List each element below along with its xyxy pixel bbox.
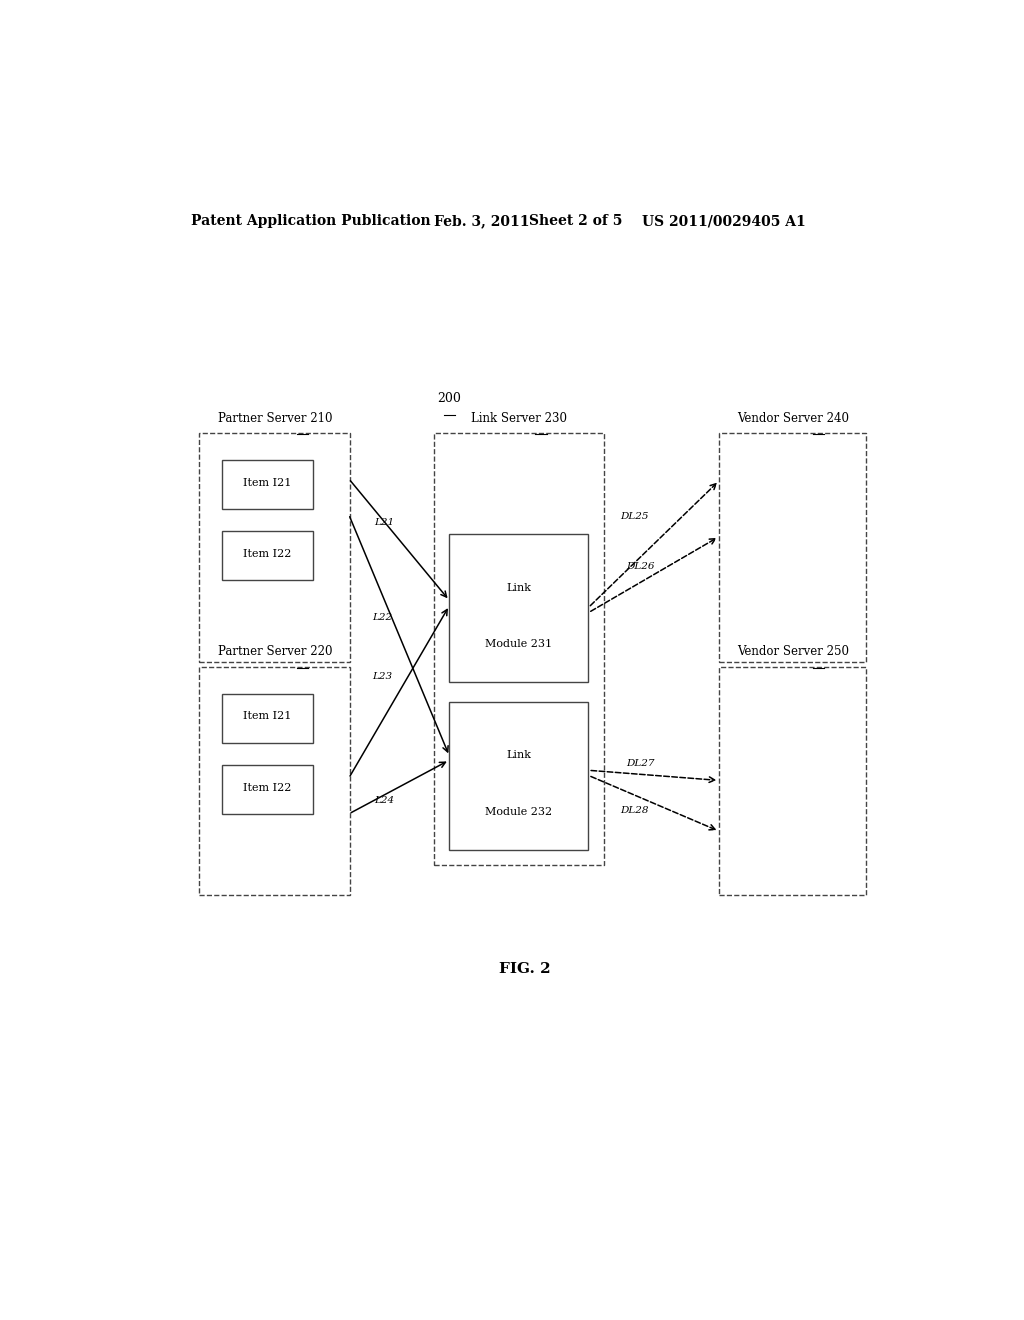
Bar bbox=[200, 667, 350, 895]
Text: Vendor Server 240: Vendor Server 240 bbox=[736, 412, 849, 425]
Text: Patent Application Publication: Patent Application Publication bbox=[191, 214, 431, 228]
Text: Link: Link bbox=[506, 582, 531, 593]
Text: Item I21: Item I21 bbox=[243, 478, 292, 487]
Bar bbox=[221, 766, 313, 814]
Text: DL28: DL28 bbox=[620, 807, 648, 816]
Bar bbox=[221, 461, 313, 510]
Text: L24: L24 bbox=[374, 796, 394, 805]
Text: DL27: DL27 bbox=[627, 759, 655, 768]
Text: Item I22: Item I22 bbox=[243, 549, 292, 558]
Text: L23: L23 bbox=[373, 672, 392, 681]
Bar bbox=[450, 535, 588, 682]
Bar bbox=[221, 532, 313, 581]
Text: Sheet 2 of 5: Sheet 2 of 5 bbox=[528, 214, 623, 228]
Text: Feb. 3, 2011: Feb. 3, 2011 bbox=[433, 214, 529, 228]
Text: Link: Link bbox=[506, 750, 531, 760]
Bar bbox=[450, 702, 588, 850]
Text: US 2011/0029405 A1: US 2011/0029405 A1 bbox=[642, 214, 806, 228]
Bar bbox=[719, 433, 866, 661]
Text: Partner Server 220: Partner Server 220 bbox=[217, 645, 332, 659]
Bar bbox=[719, 667, 866, 895]
Text: L22: L22 bbox=[373, 614, 392, 622]
Text: DL26: DL26 bbox=[627, 562, 655, 572]
Text: 200: 200 bbox=[437, 392, 462, 405]
Text: DL25: DL25 bbox=[620, 512, 648, 520]
Text: Vendor Server 250: Vendor Server 250 bbox=[736, 645, 849, 659]
Text: Module 231: Module 231 bbox=[485, 639, 552, 649]
Bar bbox=[200, 433, 350, 661]
Text: FIG. 2: FIG. 2 bbox=[499, 961, 551, 975]
Text: Item I22: Item I22 bbox=[243, 783, 292, 792]
Text: Partner Server 210: Partner Server 210 bbox=[217, 412, 332, 425]
Text: L21: L21 bbox=[374, 517, 394, 527]
Text: Module 232: Module 232 bbox=[485, 807, 552, 817]
Text: Item I21: Item I21 bbox=[243, 711, 292, 722]
Text: Link Server 230: Link Server 230 bbox=[471, 412, 567, 425]
Bar bbox=[433, 433, 604, 865]
Bar bbox=[221, 694, 313, 743]
